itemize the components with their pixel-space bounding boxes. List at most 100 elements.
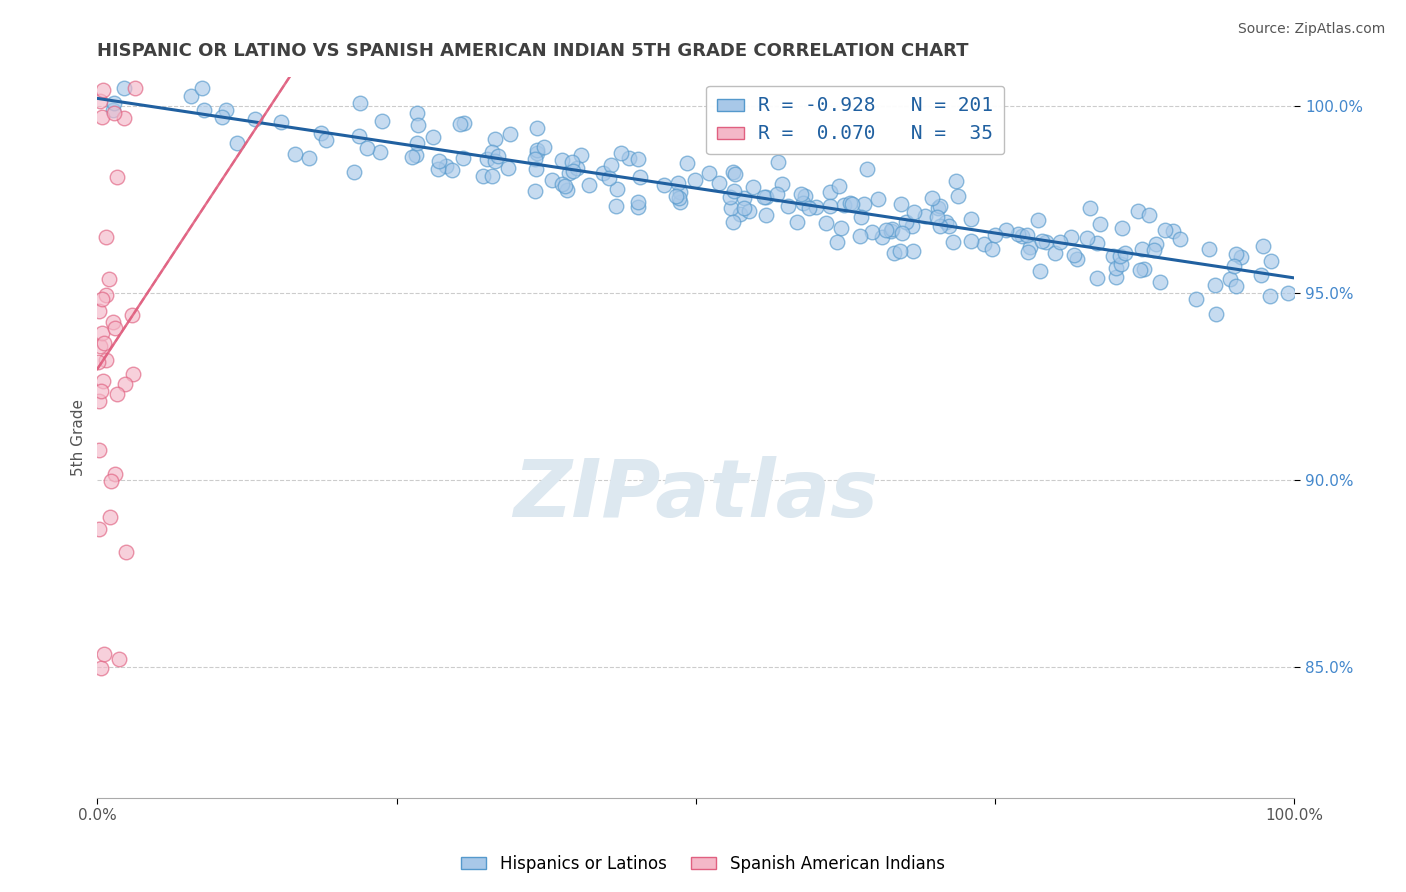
Point bbox=[1230, 250, 1253, 264]
Point bbox=[524, 153, 547, 167]
Point bbox=[742, 180, 765, 194]
Point bbox=[356, 141, 378, 155]
Point bbox=[89, 303, 111, 318]
Point bbox=[1114, 246, 1136, 260]
Point bbox=[929, 219, 952, 233]
Point bbox=[665, 189, 688, 203]
Point bbox=[496, 161, 519, 176]
Point bbox=[105, 387, 128, 401]
Point bbox=[498, 127, 520, 141]
Point bbox=[600, 158, 623, 172]
Point bbox=[449, 117, 471, 131]
Point bbox=[766, 186, 789, 201]
Point bbox=[755, 190, 778, 204]
Point bbox=[193, 103, 215, 118]
Point bbox=[104, 320, 127, 334]
Point bbox=[652, 178, 675, 193]
Point bbox=[551, 153, 574, 168]
Point bbox=[929, 199, 952, 213]
Point bbox=[1260, 254, 1282, 268]
Point bbox=[105, 169, 128, 184]
Point bbox=[676, 155, 699, 169]
Point bbox=[107, 652, 129, 666]
Point bbox=[406, 118, 429, 132]
Point bbox=[1205, 306, 1227, 320]
Point bbox=[1161, 223, 1184, 237]
Point bbox=[853, 197, 876, 211]
Point bbox=[669, 185, 692, 199]
Point bbox=[1149, 275, 1171, 289]
Point bbox=[115, 545, 138, 559]
Point bbox=[533, 139, 555, 153]
Point bbox=[697, 166, 720, 180]
Point bbox=[87, 355, 110, 369]
Point bbox=[451, 152, 474, 166]
Point bbox=[799, 201, 821, 215]
Point bbox=[733, 201, 755, 215]
Point bbox=[1085, 236, 1108, 251]
Point bbox=[565, 161, 588, 175]
Point bbox=[942, 235, 965, 250]
Point bbox=[1017, 228, 1039, 243]
Point bbox=[1007, 227, 1029, 241]
Point bbox=[1223, 259, 1246, 273]
Point bbox=[1277, 285, 1299, 300]
Point bbox=[721, 165, 744, 179]
Point bbox=[820, 185, 842, 199]
Point bbox=[960, 212, 983, 227]
Point bbox=[901, 244, 924, 259]
Point bbox=[770, 177, 793, 191]
Point bbox=[93, 374, 115, 388]
Point bbox=[723, 184, 745, 198]
Point bbox=[94, 229, 117, 244]
Point bbox=[983, 227, 1005, 242]
Point bbox=[426, 162, 449, 177]
Point bbox=[1035, 235, 1057, 249]
Point bbox=[766, 155, 789, 169]
Point bbox=[723, 215, 745, 229]
Point bbox=[1105, 270, 1128, 285]
Point bbox=[89, 94, 111, 108]
Point bbox=[880, 224, 903, 238]
Point bbox=[1105, 261, 1128, 276]
Point bbox=[814, 216, 837, 230]
Point bbox=[683, 173, 706, 187]
Point bbox=[484, 154, 506, 169]
Point bbox=[1049, 235, 1071, 249]
Point bbox=[1142, 243, 1164, 257]
Point bbox=[98, 272, 121, 286]
Point bbox=[101, 103, 124, 118]
Point bbox=[91, 326, 114, 341]
Point bbox=[1111, 220, 1133, 235]
Point bbox=[830, 220, 852, 235]
Point bbox=[349, 95, 371, 110]
Point bbox=[935, 214, 957, 228]
Point bbox=[87, 442, 110, 457]
Legend: R = -0.928   N = 201, R =  0.070   N =  35: R = -0.928 N = 201, R = 0.070 N = 35 bbox=[706, 86, 1004, 154]
Point bbox=[526, 120, 548, 135]
Point bbox=[1168, 232, 1191, 246]
Point bbox=[866, 193, 889, 207]
Point bbox=[627, 195, 650, 210]
Point bbox=[1078, 202, 1101, 216]
Point bbox=[434, 159, 457, 173]
Point bbox=[827, 178, 849, 193]
Text: ZIPatlas: ZIPatlas bbox=[513, 456, 879, 534]
Point bbox=[1063, 248, 1085, 262]
Point bbox=[1043, 245, 1066, 260]
Point bbox=[309, 126, 332, 140]
Point bbox=[1011, 229, 1033, 244]
Point bbox=[889, 244, 911, 259]
Point bbox=[883, 246, 905, 260]
Point bbox=[91, 83, 114, 97]
Point bbox=[973, 236, 995, 251]
Point bbox=[562, 163, 585, 178]
Point bbox=[315, 133, 337, 147]
Point bbox=[938, 219, 960, 234]
Point bbox=[733, 191, 755, 205]
Point bbox=[778, 199, 800, 213]
Point bbox=[526, 145, 548, 160]
Point bbox=[486, 149, 509, 163]
Point bbox=[894, 215, 917, 229]
Point bbox=[755, 208, 778, 222]
